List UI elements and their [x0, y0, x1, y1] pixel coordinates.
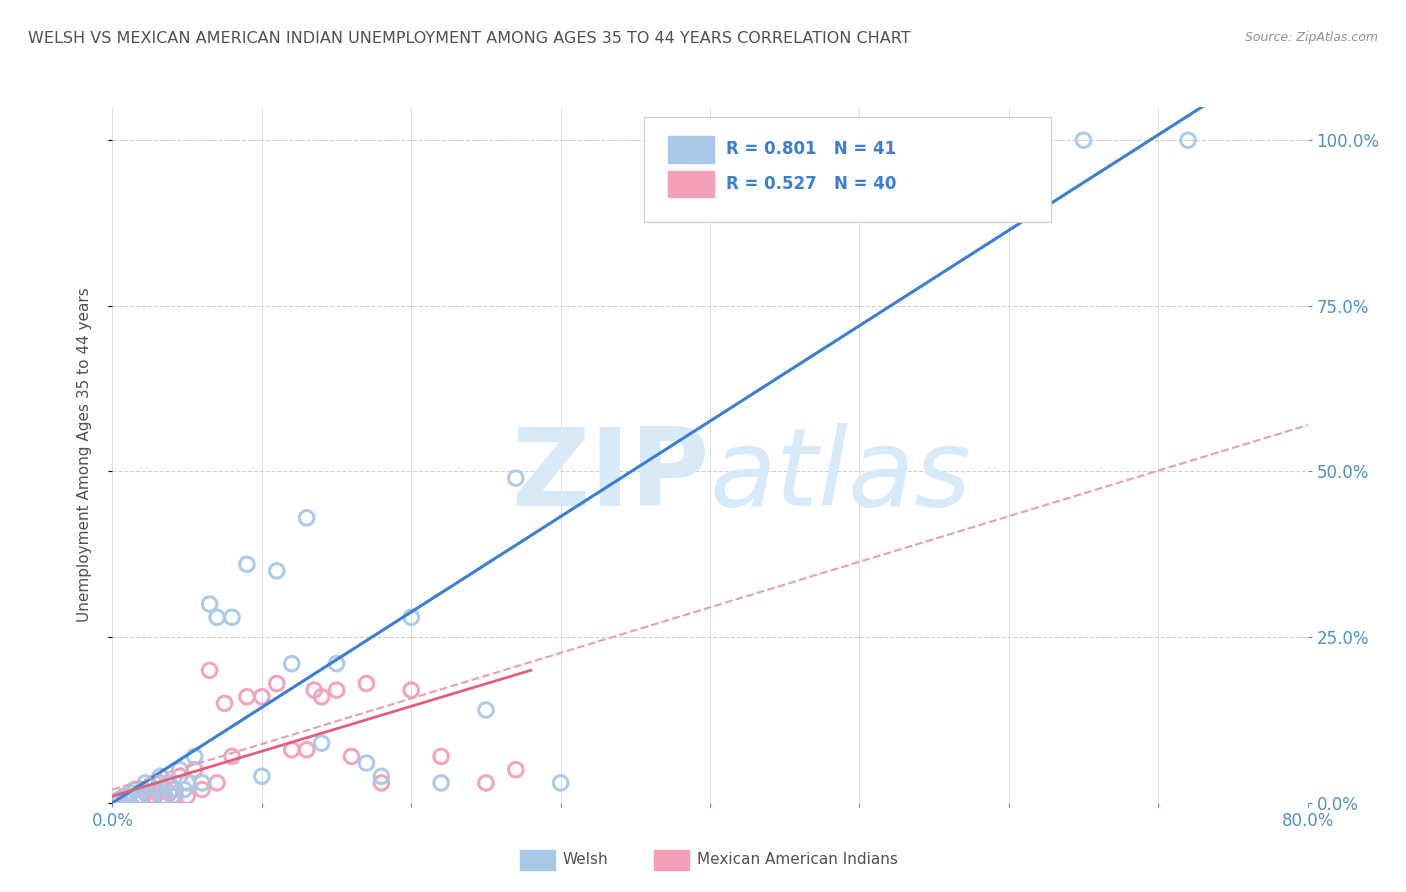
Point: [120, 786, 142, 800]
Point: [146, 782, 169, 797]
Point: [108, 792, 131, 806]
Point: [281, 657, 304, 671]
Point: [1073, 133, 1095, 147]
Point: [157, 786, 180, 800]
Point: [114, 789, 135, 804]
Point: [669, 133, 692, 147]
Point: [325, 683, 347, 698]
Point: [370, 776, 392, 790]
Point: [266, 564, 288, 578]
Point: [134, 776, 156, 790]
Point: [162, 782, 183, 797]
Point: [105, 794, 128, 808]
Point: [295, 511, 318, 525]
Point: [475, 776, 498, 790]
Point: [139, 789, 162, 804]
Point: [311, 736, 333, 750]
Point: [266, 676, 288, 690]
Point: [356, 756, 378, 770]
Point: [295, 743, 318, 757]
Point: [302, 683, 325, 698]
Point: [134, 786, 156, 800]
Point: [205, 610, 228, 624]
Point: [169, 763, 191, 777]
Text: Mexican American Indians: Mexican American Indians: [697, 853, 898, 867]
Point: [250, 769, 273, 783]
Point: [176, 789, 198, 804]
Point: [1177, 133, 1199, 147]
Point: [191, 776, 214, 790]
Point: [117, 790, 139, 805]
Point: [153, 789, 176, 804]
Point: [198, 597, 221, 611]
Point: [221, 749, 243, 764]
Point: [281, 743, 304, 757]
Point: [128, 792, 150, 806]
Point: [157, 776, 180, 790]
Point: [191, 782, 214, 797]
Point: [198, 663, 221, 677]
Text: ZIP: ZIP: [512, 423, 710, 529]
Point: [143, 776, 166, 790]
Y-axis label: Unemployment Among Ages 35 to 44 years: Unemployment Among Ages 35 to 44 years: [77, 287, 93, 623]
Point: [149, 769, 172, 783]
Point: [236, 558, 259, 572]
Point: [370, 769, 392, 783]
Point: [131, 782, 153, 797]
Point: [176, 776, 198, 790]
Point: [124, 782, 146, 797]
Point: [550, 776, 572, 790]
Point: [108, 792, 131, 806]
FancyBboxPatch shape: [644, 118, 1050, 222]
Text: WELSH VS MEXICAN AMERICAN INDIAN UNEMPLOYMENT AMONG AGES 35 TO 44 YEARS CORRELAT: WELSH VS MEXICAN AMERICAN INDIAN UNEMPLO…: [28, 31, 911, 46]
Point: [205, 776, 228, 790]
Point: [311, 690, 333, 704]
Point: [401, 610, 423, 624]
Point: [221, 610, 243, 624]
Point: [430, 776, 453, 790]
Point: [114, 790, 135, 805]
Point: [505, 471, 527, 485]
Point: [214, 697, 236, 711]
Point: [475, 703, 498, 717]
Text: atlas: atlas: [710, 424, 972, 528]
Point: [430, 749, 453, 764]
Point: [117, 789, 139, 804]
Point: [128, 789, 150, 804]
Point: [183, 763, 205, 777]
Point: [165, 789, 187, 804]
Point: [183, 749, 205, 764]
Point: [173, 782, 195, 797]
Point: [153, 789, 176, 804]
Text: Source: ZipAtlas.com: Source: ZipAtlas.com: [1244, 31, 1378, 45]
Text: R = 0.801   N = 41: R = 0.801 N = 41: [725, 140, 896, 158]
FancyBboxPatch shape: [668, 171, 714, 197]
Point: [505, 763, 527, 777]
Point: [143, 789, 166, 804]
Text: Welsh: Welsh: [562, 853, 607, 867]
Point: [236, 690, 259, 704]
Text: R = 0.527   N = 40: R = 0.527 N = 40: [725, 175, 896, 193]
Point: [120, 786, 142, 800]
Point: [165, 782, 187, 797]
Point: [169, 769, 191, 783]
Point: [401, 683, 423, 698]
Point: [325, 657, 347, 671]
Point: [162, 789, 183, 804]
Point: [146, 786, 169, 800]
Point: [124, 782, 146, 797]
Point: [250, 690, 273, 704]
Point: [149, 776, 172, 790]
Point: [131, 789, 153, 804]
Point: [139, 792, 162, 806]
Point: [356, 676, 378, 690]
FancyBboxPatch shape: [668, 136, 714, 162]
Point: [340, 749, 363, 764]
